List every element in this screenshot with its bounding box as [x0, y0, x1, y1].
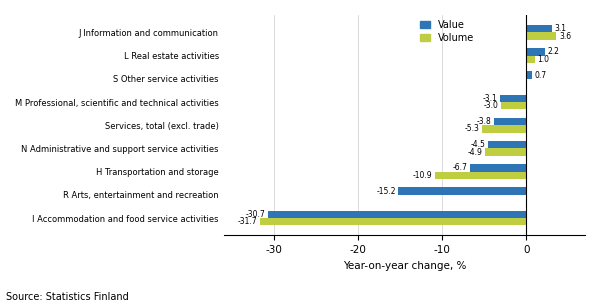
Text: -5.3: -5.3	[464, 124, 479, 133]
Text: -10.9: -10.9	[412, 171, 432, 180]
Bar	[260, 218, 526, 226]
Bar	[434, 172, 526, 179]
Bar	[482, 125, 526, 133]
Bar	[526, 33, 556, 40]
Bar	[526, 71, 532, 79]
Legend: Value, Volume: Value, Volume	[420, 20, 474, 43]
Bar	[488, 141, 526, 148]
Text: -3.1: -3.1	[483, 94, 497, 103]
Text: -3.8: -3.8	[477, 117, 492, 126]
Text: 3.6: 3.6	[559, 32, 571, 41]
X-axis label: Year-on-year change, %: Year-on-year change, %	[343, 261, 466, 271]
Bar	[501, 102, 526, 109]
Text: -15.2: -15.2	[376, 187, 396, 196]
Text: 1.0: 1.0	[537, 55, 549, 64]
Bar	[526, 48, 545, 56]
Text: -6.7: -6.7	[452, 164, 467, 172]
Text: -4.9: -4.9	[467, 148, 482, 157]
Text: 3.1: 3.1	[555, 24, 567, 33]
Text: -30.7: -30.7	[246, 210, 266, 219]
Text: -4.5: -4.5	[471, 140, 486, 149]
Text: -31.7: -31.7	[238, 217, 257, 226]
Text: 0.7: 0.7	[535, 71, 547, 80]
Bar	[494, 118, 526, 125]
Text: 2.2: 2.2	[547, 47, 559, 57]
Bar	[500, 95, 526, 102]
Text: -3.0: -3.0	[484, 101, 499, 110]
Bar	[398, 187, 526, 195]
Bar	[526, 56, 535, 63]
Text: Source: Statistics Finland: Source: Statistics Finland	[6, 292, 129, 302]
Bar	[485, 148, 526, 156]
Bar	[526, 25, 552, 33]
Bar	[268, 211, 526, 218]
Bar	[470, 164, 526, 172]
